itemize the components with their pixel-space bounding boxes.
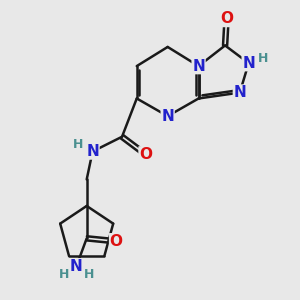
Text: O: O: [110, 234, 123, 249]
Text: N: N: [192, 58, 205, 74]
Text: N: N: [70, 259, 83, 274]
Text: O: O: [139, 147, 152, 162]
Text: N: N: [161, 109, 174, 124]
Text: N: N: [233, 85, 246, 100]
Text: H: H: [73, 139, 83, 152]
Text: N: N: [242, 56, 255, 70]
Text: H: H: [258, 52, 268, 65]
Text: H: H: [84, 268, 94, 281]
Text: N: N: [86, 144, 99, 159]
Text: H: H: [59, 268, 69, 281]
Text: O: O: [220, 11, 233, 26]
